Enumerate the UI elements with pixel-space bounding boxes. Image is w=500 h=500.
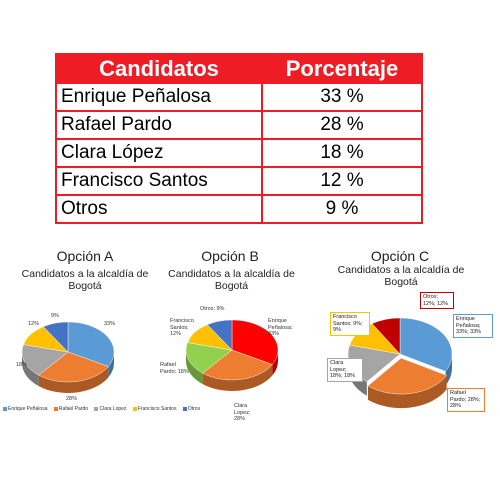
candidate-percentage: 9 % xyxy=(261,194,423,224)
chart-b-title: Candidatos a la alcaldía de Bogotá xyxy=(168,268,295,292)
candidate-percentage: 28 % xyxy=(261,110,423,140)
chart-a-label-santos: 12% xyxy=(28,321,40,327)
chart-a-label-pardo: 28% xyxy=(66,396,78,402)
pie-slice-otros xyxy=(371,317,401,355)
chart-c-callout-pardo: Rafael Pardo; 28%; 28% xyxy=(447,388,485,412)
table-row: Otros 9 % xyxy=(55,194,423,224)
pie-slice-side xyxy=(22,352,39,387)
legend-item: Enrique Peñalosa xyxy=(3,406,47,412)
table-row: Enrique Peñalosa 33 % xyxy=(55,82,423,112)
table-row: Rafael Pardo 28 % xyxy=(55,110,423,140)
chart-a-title: Candidatos a la alcaldía de Bogotá xyxy=(21,268,149,292)
chart-b-label-santos: Francisco Santos; 12% xyxy=(170,318,194,337)
candidate-name: Rafael Pardo xyxy=(55,110,263,140)
pie-slice-side xyxy=(272,350,278,376)
chart-c-callout-penalosa: Enrique Peñalosa; 33%; 33% xyxy=(453,314,493,338)
chart-b-label-penalosa: Enrique Peñalosa; 33% xyxy=(268,318,293,337)
header-porcentaje: Porcentaje xyxy=(261,53,423,84)
chart-b-label-pardo: Rafael Pardo; 18% xyxy=(160,362,189,375)
pie-chart-a xyxy=(21,321,115,393)
option-b-heading: Opción B xyxy=(201,248,259,264)
pie-slice-side xyxy=(367,375,447,409)
chart-a-label-otros: 9% xyxy=(51,313,59,319)
pie-slice-side xyxy=(186,350,203,385)
pie-slice-otros xyxy=(43,321,69,353)
table-row: Francisco Santos 12 % xyxy=(55,166,423,196)
pie-slice-enrique-pe-alosa xyxy=(231,319,279,365)
chart-c-title: Candidatos a la alcaldía de Bogotá xyxy=(337,264,465,288)
candidate-name: Enrique Peñalosa xyxy=(55,82,263,112)
pie-slice-side xyxy=(38,366,109,393)
chart-b-label-lopez: Clara Lopez; 28% xyxy=(234,403,251,422)
candidates-table: Candidatos Porcentaje Enrique Peñalosa 3… xyxy=(55,53,423,224)
chart-b-label-otros: Otros; 9% xyxy=(200,306,225,312)
candidate-percentage: 18 % xyxy=(261,138,423,168)
table-header-row: Candidatos Porcentaje xyxy=(55,53,423,84)
candidate-name: Otros xyxy=(55,194,263,224)
candidate-name: Clara López xyxy=(55,138,263,168)
pie-slice-enrique-pe-alosa xyxy=(399,317,453,372)
pie-chart-b xyxy=(185,319,279,392)
pie-slice-side xyxy=(202,364,273,392)
legend-item: Rafael Pardo xyxy=(53,406,88,412)
legend-item: Clara Lopez xyxy=(94,406,126,412)
chart-c-callout-lopez: Clara Lopez; 18%; 18% xyxy=(327,358,363,382)
pie-slice-side xyxy=(445,354,452,386)
legend-item: Francisco Santos xyxy=(132,406,176,412)
pie-slice-clara-l-pez xyxy=(185,342,233,374)
pie-slice-side xyxy=(108,352,114,378)
chart-c-callout-otros: Otros; 12%; 12% xyxy=(420,292,454,309)
chart-a-legend: Enrique Peñalosa Rafael Pardo Clara Lope… xyxy=(3,406,205,412)
option-a-heading: Opción A xyxy=(56,248,114,264)
pie-slice-rafael-pardo xyxy=(367,357,448,395)
candidate-percentage: 33 % xyxy=(261,82,423,112)
pie-slice-rafael-pardo xyxy=(202,349,273,381)
legend-item: Otros xyxy=(182,406,200,412)
pie-slice-clara-l-pez xyxy=(21,344,69,376)
chart-a-label-lopez: 18% xyxy=(16,362,28,368)
option-c-heading: Opción C xyxy=(370,248,430,264)
pie-slice-otros xyxy=(207,319,233,351)
pie-slice-rafael-pardo xyxy=(38,351,109,383)
pie-slice-enrique-pe-alosa xyxy=(67,321,115,367)
table-row: Clara López 18 % xyxy=(55,138,423,168)
candidate-name: Francisco Santos xyxy=(55,166,263,196)
chart-a-label-penalosa: 33% xyxy=(104,321,116,327)
chart-c-callout-santos: Francisco Santos; 9%; 9% xyxy=(330,312,370,336)
candidate-percentage: 12 % xyxy=(261,166,423,196)
header-candidatos: Candidatos xyxy=(55,53,263,84)
